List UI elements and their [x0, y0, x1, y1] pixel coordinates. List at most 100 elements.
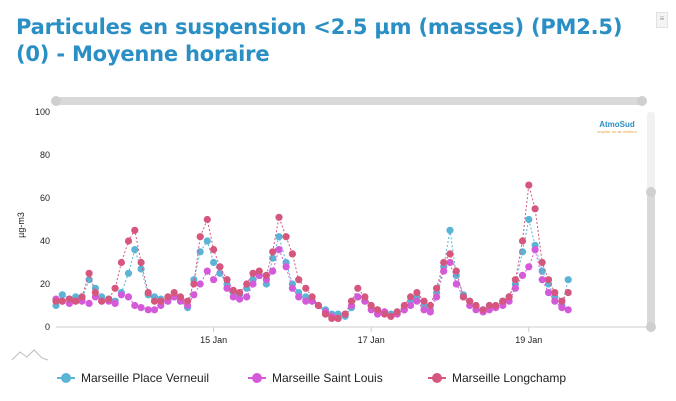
data-point[interactable] — [354, 284, 362, 292]
data-point[interactable] — [446, 258, 454, 267]
data-point[interactable] — [236, 295, 244, 303]
data-point[interactable] — [78, 293, 86, 301]
vertical-scrollbar-bottom-handle[interactable] — [646, 322, 656, 332]
data-point[interactable] — [269, 267, 277, 275]
data-point[interactable] — [150, 297, 159, 305]
data-point[interactable] — [275, 233, 283, 241]
data-point[interactable] — [72, 297, 80, 305]
data-point[interactable] — [117, 258, 125, 267]
data-point[interactable] — [124, 269, 133, 277]
menu-icon[interactable]: ≡ — [656, 12, 668, 28]
data-point[interactable] — [314, 301, 322, 310]
data-point[interactable] — [249, 280, 257, 288]
data-point[interactable] — [525, 215, 533, 224]
data-point[interactable] — [558, 304, 566, 312]
horizontal-scrollbar-track[interactable] — [56, 97, 642, 105]
data-point[interactable] — [216, 263, 224, 271]
data-point[interactable] — [275, 246, 283, 254]
data-point[interactable] — [196, 248, 204, 256]
horizontal-scrollbar-left-handle[interactable] — [51, 96, 61, 106]
data-point[interactable] — [558, 297, 566, 305]
data-point[interactable] — [111, 299, 119, 307]
data-point[interactable] — [440, 258, 448, 267]
data-point[interactable] — [98, 297, 106, 305]
data-point[interactable] — [262, 271, 270, 279]
data-point[interactable] — [564, 289, 572, 297]
data-point[interactable] — [492, 301, 500, 310]
data-point[interactable] — [210, 276, 218, 284]
data-point[interactable] — [144, 289, 152, 297]
data-point[interactable] — [426, 308, 434, 316]
data-point[interactable] — [223, 276, 231, 284]
data-point[interactable] — [525, 181, 533, 189]
data-point[interactable] — [321, 310, 330, 318]
vertical-scrollbar-thumb[interactable] — [647, 192, 655, 328]
data-point[interactable] — [124, 293, 133, 301]
data-point[interactable] — [111, 284, 119, 292]
data-point[interactable] — [387, 312, 395, 320]
data-point[interactable] — [544, 289, 553, 297]
data-point[interactable] — [203, 215, 211, 224]
legend-item-longchamp[interactable]: Marseille Longchamp — [428, 371, 566, 385]
data-point[interactable] — [511, 276, 519, 284]
data-point[interactable] — [466, 297, 474, 305]
data-point[interactable] — [288, 284, 296, 292]
data-point[interactable] — [150, 306, 159, 314]
data-point[interactable] — [420, 297, 428, 305]
data-point[interactable] — [282, 263, 290, 271]
data-point[interactable] — [551, 289, 559, 297]
data-point[interactable] — [196, 233, 204, 241]
data-point[interactable] — [354, 293, 362, 301]
data-point[interactable] — [407, 293, 415, 301]
data-point[interactable] — [137, 304, 145, 312]
data-point[interactable] — [538, 258, 546, 267]
data-point[interactable] — [426, 301, 434, 310]
data-point[interactable] — [210, 258, 218, 267]
data-point[interactable] — [223, 284, 231, 292]
data-point[interactable] — [302, 284, 310, 292]
data-point[interactable] — [164, 293, 172, 301]
data-point[interactable] — [393, 308, 401, 316]
legend-item-verneuil[interactable]: Marseille Place Verneuil — [57, 371, 209, 385]
data-point[interactable] — [531, 246, 539, 254]
data-point[interactable] — [551, 297, 559, 305]
data-point[interactable] — [400, 301, 408, 310]
data-point[interactable] — [413, 289, 421, 297]
data-point[interactable] — [269, 254, 277, 262]
data-point[interactable] — [505, 293, 513, 301]
data-point[interactable] — [361, 293, 369, 301]
data-point[interactable] — [282, 233, 290, 241]
data-point[interactable] — [433, 284, 441, 292]
data-point[interactable] — [131, 301, 139, 310]
data-point[interactable] — [518, 271, 527, 279]
data-point[interactable] — [564, 276, 572, 284]
data-point[interactable] — [124, 237, 133, 245]
data-point[interactable] — [288, 250, 296, 258]
data-point[interactable] — [295, 276, 303, 284]
data-point[interactable] — [538, 276, 546, 284]
data-point[interactable] — [302, 297, 310, 305]
data-point[interactable] — [117, 291, 125, 299]
data-point[interactable] — [243, 280, 251, 288]
data-point[interactable] — [308, 293, 316, 301]
data-point[interactable] — [196, 280, 204, 288]
data-point[interactable] — [328, 314, 336, 322]
data-point[interactable] — [479, 306, 487, 314]
vertical-scrollbar-top-handle[interactable] — [646, 187, 656, 197]
data-point[interactable] — [236, 289, 244, 297]
data-point[interactable] — [334, 314, 342, 322]
data-point[interactable] — [269, 248, 277, 256]
data-point[interactable] — [184, 297, 192, 305]
data-point[interactable] — [85, 269, 93, 277]
data-point[interactable] — [157, 297, 165, 305]
data-point[interactable] — [131, 246, 139, 254]
data-point[interactable] — [255, 267, 263, 275]
data-point[interactable] — [275, 213, 283, 221]
data-point[interactable] — [413, 297, 421, 305]
data-point[interactable] — [249, 269, 257, 277]
data-point[interactable] — [203, 267, 211, 275]
data-point[interactable] — [58, 291, 66, 299]
data-point[interactable] — [131, 226, 139, 234]
data-point[interactable] — [203, 237, 211, 245]
data-point[interactable] — [85, 299, 93, 307]
